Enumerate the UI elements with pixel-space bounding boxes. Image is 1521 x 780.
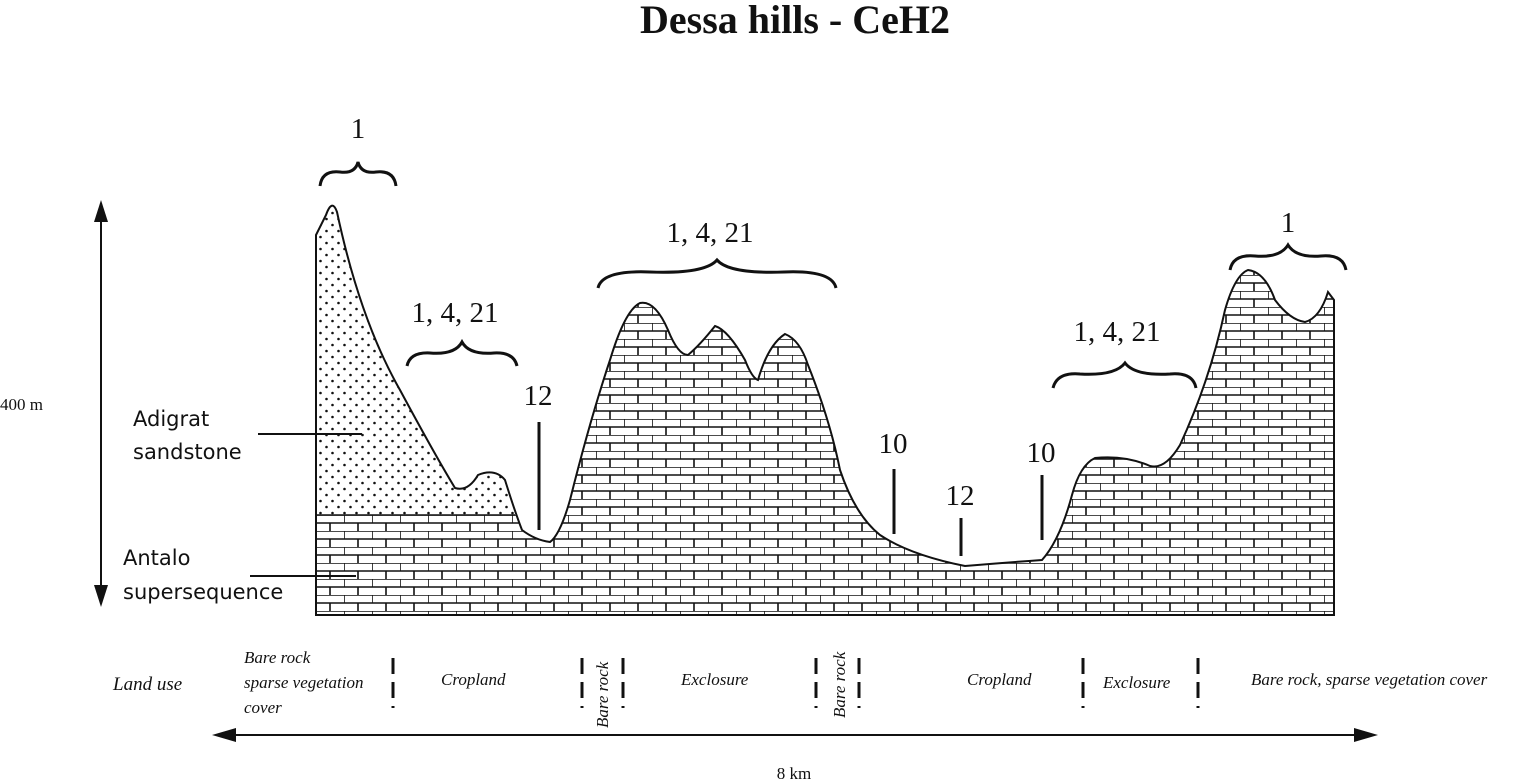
land-use-exclosure-1: Exclosure (680, 670, 749, 689)
land-use-bare-rock-line2: sparse vegetation (244, 673, 363, 692)
soil-label-left-valley: 12 (524, 380, 553, 412)
soil-label-right-peak: 1 (1281, 207, 1296, 239)
brace-right-slope (1051, 360, 1198, 389)
terrain-profile-line (315, 204, 1335, 616)
sandstone-dots (316, 205, 515, 515)
soil-position-ticks (537, 422, 1044, 556)
soil-label-valley-right: 10 (1027, 437, 1056, 469)
vertical-scale-arrow (94, 200, 108, 607)
land-use-heading: Land use (112, 674, 182, 695)
land-use-bare-rock-2: Bare rock (593, 661, 612, 728)
land-use-exclosure-2: Exclosure (1102, 673, 1171, 692)
brace-central-hill (596, 257, 838, 289)
land-use-bare-rock-sparse: Bare rock, sparse vegetation cover (1251, 670, 1488, 689)
soil-label-central-hill: 1, 4, 21 (667, 217, 754, 249)
brace-left-peak (318, 161, 398, 187)
land-use-bare-rock-line1: Bare rock (244, 648, 311, 667)
sandstone-label-line2: sandstone (133, 440, 242, 464)
vertical-scale-label: 400 m (0, 395, 43, 414)
sandstone-label-line1: Adigrat (133, 407, 209, 431)
soil-label-valley-center: 12 (946, 480, 975, 512)
soil-label-valley-left: 10 (879, 428, 908, 460)
land-use-cropland-2: Cropland (967, 670, 1032, 689)
limestone-label-line1: Antalo (123, 546, 190, 570)
soil-braces (318, 161, 1348, 389)
land-use-cropland-1: Cropland (441, 670, 506, 689)
brace-right-peak (1228, 242, 1348, 271)
land-use-bare-rock-line3: cover (244, 698, 282, 717)
soil-label-right-slope: 1, 4, 21 (1074, 316, 1161, 348)
soil-label-left-slope: 1, 4, 21 (412, 297, 499, 329)
land-use-bare-rock-3: Bare rock (830, 651, 849, 718)
limestone-label-line2: supersequence (123, 580, 283, 604)
horizontal-scale-label: 8 km (777, 764, 811, 780)
limestone-layer (316, 205, 1334, 615)
land-use-dividers (391, 658, 1200, 708)
brace-left-slope (405, 338, 519, 367)
horizontal-scale-arrow (212, 728, 1378, 742)
soil-label-left-peak: 1 (351, 113, 366, 145)
diagram-title: Dessa hills - CeH2 (640, 0, 950, 42)
